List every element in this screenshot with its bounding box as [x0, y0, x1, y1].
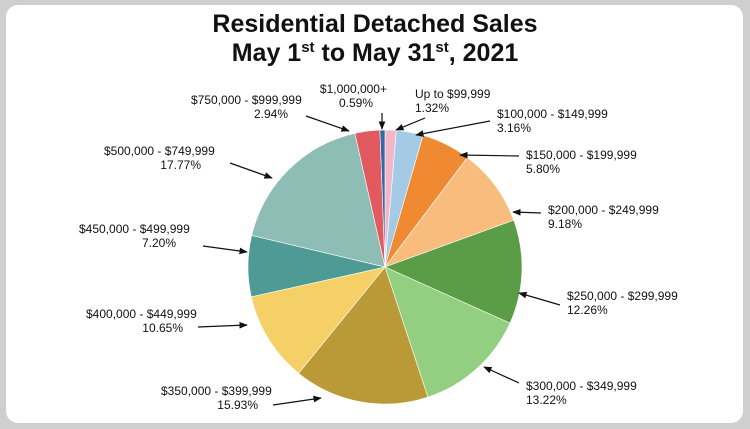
leader-arrow — [202, 245, 248, 255]
pie-slice — [250, 266, 386, 374]
slice-label: $350,000 - $399,999 — [161, 384, 272, 398]
slice-percent-label: 17.77% — [160, 158, 201, 172]
slice-percent-label: 9.18% — [548, 217, 582, 231]
slice-percent-label: 13.22% — [526, 393, 567, 407]
slice-percent-label: 12.26% — [567, 303, 608, 317]
pie-slice — [379, 129, 386, 268]
slice-label: $450,000 - $499,999 — [79, 222, 190, 236]
slice-label: $100,000 - $149,999 — [497, 107, 608, 121]
slice-percent-label: 10.65% — [142, 321, 183, 335]
slice-label: $750,000 - $999,999 — [191, 93, 302, 107]
leader-arrow — [512, 208, 542, 216]
chart-title-line2: May 1st to May 31st, 2021 — [231, 39, 519, 67]
leader-arrow — [483, 366, 520, 384]
chart-title-line1: Residential Detached Sales — [212, 10, 538, 38]
slice-percent-label: 0.59% — [339, 96, 373, 110]
pie-slice — [251, 132, 386, 268]
leader-arrow — [197, 321, 248, 329]
leader-arrow — [415, 120, 491, 137]
leader-arrow — [459, 151, 520, 159]
slice-percent-label: 1.32% — [415, 101, 449, 115]
slice-percent-label: 5.80% — [526, 162, 560, 176]
pie-slice — [384, 157, 515, 268]
slice-label: $500,000 - $749,999 — [104, 144, 215, 158]
slice-label: $1,000,000+ — [320, 82, 387, 96]
slice-label: $400,000 - $449,999 — [86, 307, 197, 321]
slice-label: $250,000 - $299,999 — [567, 289, 678, 303]
leader-arrow — [395, 117, 426, 131]
slice-label: $200,000 - $249,999 — [548, 203, 659, 217]
leader-arrow — [305, 115, 350, 132]
leader-arrow — [272, 395, 322, 406]
slice-percent-label: 7.20% — [142, 236, 176, 250]
pie-slice — [384, 266, 511, 398]
slice-label: Up to $99,999 — [415, 87, 491, 101]
slice-percent-label: 2.94% — [254, 107, 288, 121]
leader-arrow — [229, 162, 273, 179]
slice-percent-label: 3.16% — [497, 121, 531, 135]
pie-slice — [384, 219, 523, 324]
slice-label: $300,000 - $349,999 — [526, 379, 637, 393]
slice-label: $150,000 - $199,999 — [526, 148, 637, 162]
pie-slice — [298, 266, 429, 405]
slice-percent-label: 15.93% — [217, 398, 258, 412]
leader-arrow — [518, 291, 561, 306]
